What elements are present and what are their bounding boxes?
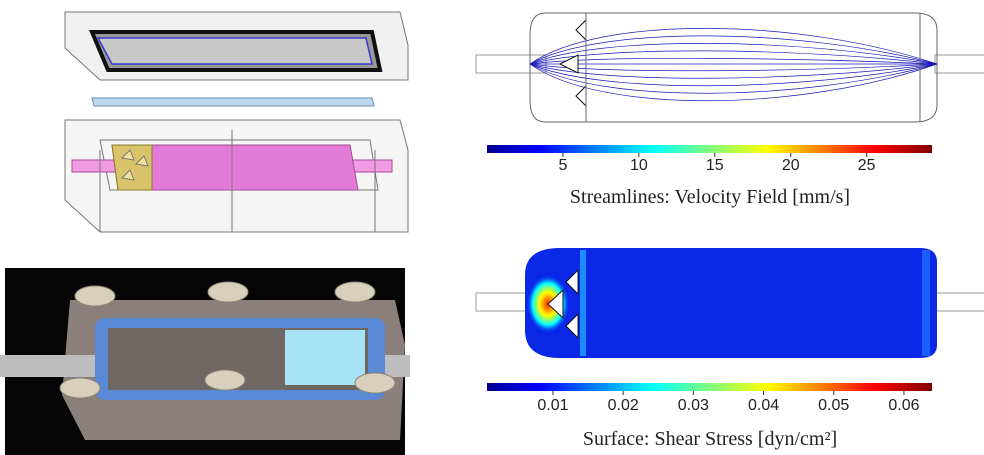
- tick-label: 0.06: [888, 397, 919, 414]
- shear-plot: [476, 248, 984, 358]
- tick-label: 5: [558, 157, 567, 174]
- tick-label: 0.01: [537, 397, 568, 414]
- figure: Streamlines: Velocity Field [mm/s] Surfa…: [0, 0, 984, 455]
- colorbar-title: Surface: Shear Stress [dyn/cm²]: [583, 428, 837, 450]
- colorbar: [487, 383, 932, 391]
- streamline-plot: [476, 13, 984, 122]
- cad-drawing: [65, 12, 408, 232]
- colorbar: [487, 145, 932, 153]
- colorbar-title: Streamlines: Velocity Field [mm/s]: [570, 186, 850, 208]
- tick-label: 10: [630, 157, 648, 174]
- tick-label: 0.05: [818, 397, 849, 414]
- tick-label: 0.03: [678, 397, 709, 414]
- tick-label: 20: [782, 157, 800, 174]
- device-photo: [0, 268, 410, 455]
- tick-label: 25: [858, 157, 876, 174]
- tick-label: 15: [706, 157, 724, 174]
- tick-label: 0.02: [608, 397, 639, 414]
- tick-label: 0.04: [748, 397, 779, 414]
